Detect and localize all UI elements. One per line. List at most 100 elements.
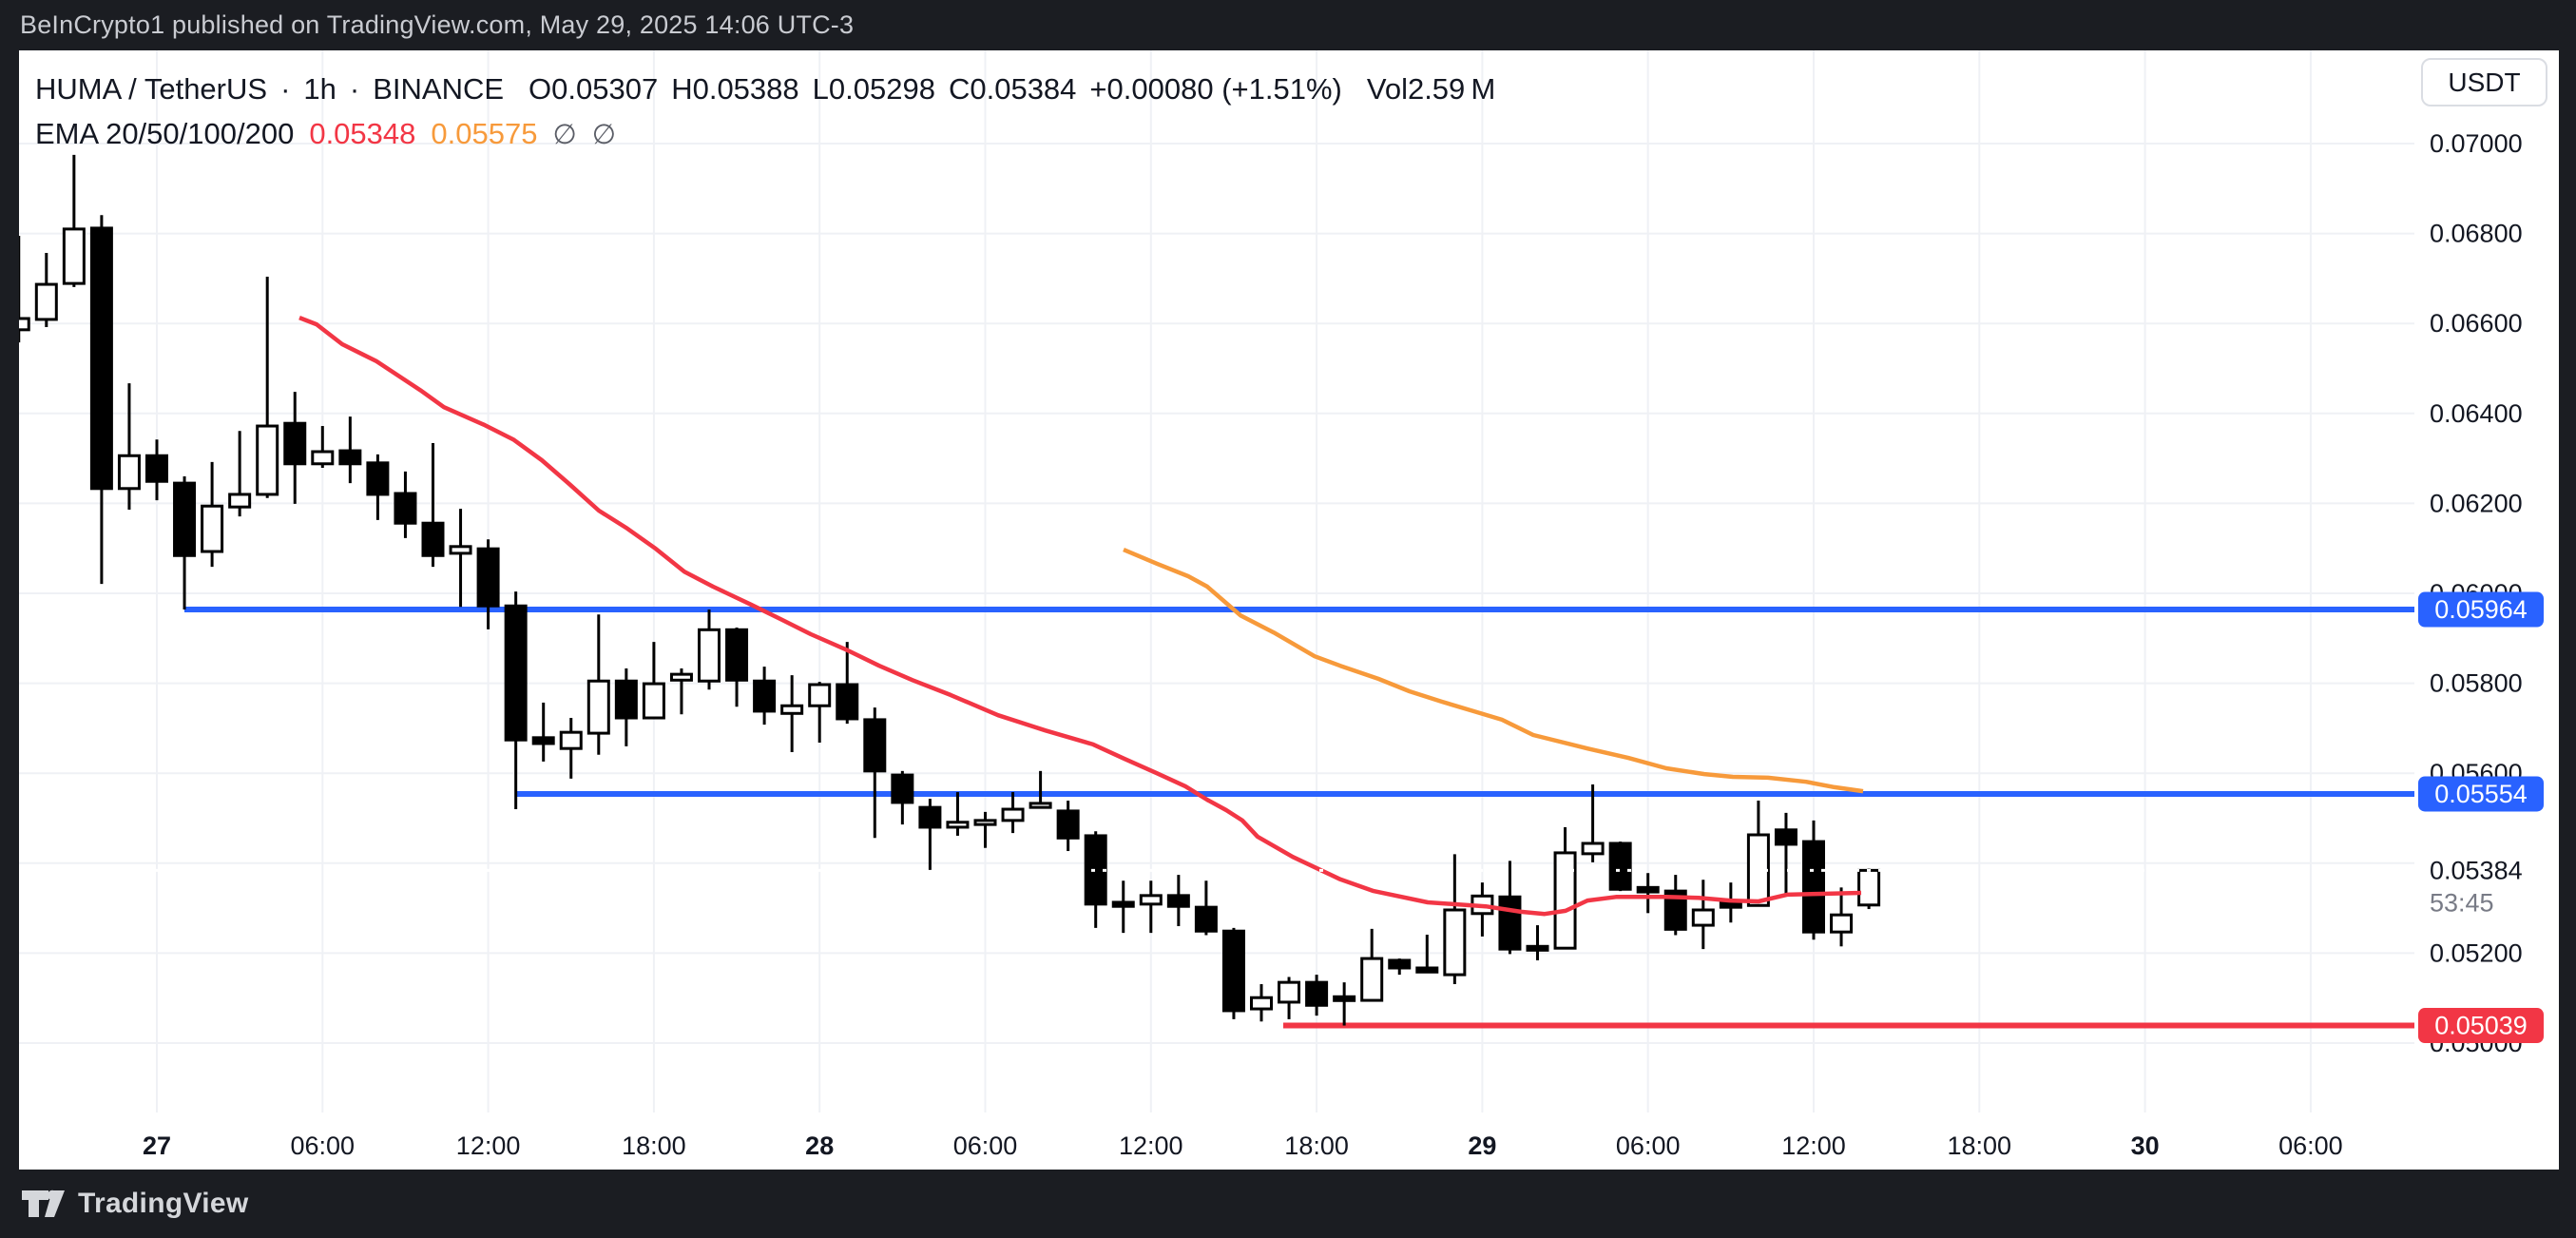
price-tick-label: 0.06600 <box>2430 309 2523 338</box>
time-tick-label: 12:00 <box>1119 1132 1183 1160</box>
candle-body <box>973 819 997 826</box>
ema100-empty-icon: ∅ <box>552 120 577 150</box>
ema50-line <box>1123 548 1864 794</box>
currency-unit-button[interactable]: USDT <box>2421 58 2547 106</box>
time-tick-label: 12:00 <box>456 1132 521 1160</box>
candle-body <box>1719 900 1742 909</box>
candle-body <box>1111 900 1135 908</box>
grid <box>19 50 2414 1112</box>
ohlc-high: H0.05388 <box>671 72 799 106</box>
candle-body <box>808 683 832 707</box>
candle-body <box>780 704 804 715</box>
candle-body <box>642 682 665 720</box>
tradingview-logo-icon[interactable] <box>21 1189 67 1219</box>
candle-body <box>449 545 472 555</box>
candle-body <box>421 521 445 557</box>
candle-body <box>531 736 555 745</box>
level-price-badge <box>2418 591 2544 628</box>
symbol-row[interactable]: HUMA / TetherUS · 1h · BINANCE O0.05307 … <box>35 72 1509 106</box>
ohlc-open: O0.05307 <box>529 72 659 106</box>
candle-body <box>863 718 887 773</box>
price-tick-label: 0.06400 <box>2430 399 2523 428</box>
time-tick-label: 18:00 <box>1948 1132 2012 1160</box>
candle-body <box>1415 966 1439 974</box>
candle-body <box>1802 840 1825 934</box>
candle-body <box>1278 980 1301 1004</box>
time-tick-label: 06:00 <box>1616 1132 1681 1160</box>
candle-body <box>1608 841 1632 891</box>
symbol-name[interactable]: HUMA / TetherUS <box>35 72 268 106</box>
indicator-name[interactable]: EMA 20/50/100/200 <box>35 117 295 150</box>
time-tick-label: 29 <box>1468 1132 1496 1160</box>
ema20-value: 0.05348 <box>309 117 416 150</box>
candle-body <box>1663 889 1687 931</box>
level-price-badge <box>2418 1008 2544 1044</box>
candle-body <box>698 628 721 683</box>
candle-body <box>476 547 500 608</box>
candle-body <box>1526 944 1549 952</box>
candle-body <box>753 679 777 713</box>
candle-body <box>228 493 252 509</box>
candle-body <box>836 683 859 721</box>
candle-body <box>1581 841 1605 856</box>
candle-body <box>1553 851 1577 950</box>
candle-body <box>1857 868 1881 907</box>
ema50-value: 0.05575 <box>431 117 538 150</box>
chart-legend: HUMA / TetherUS · 1h · BINANCE O0.05307 … <box>35 72 1509 151</box>
time-axis[interactable]: 27 06:00 12:00 18:00 28 06:00 12:00 18:00 29 06:0… <box>143 1132 2343 1160</box>
candle-body <box>1250 996 1273 1011</box>
candle-body <box>1166 894 1190 908</box>
price-tick-label: 0.05200 <box>2430 938 2523 967</box>
candle-body <box>19 317 30 332</box>
candle-body <box>1333 995 1356 1002</box>
candle-body <box>1636 885 1660 894</box>
candle-body <box>1830 913 1854 934</box>
time-tick-label: 28 <box>805 1132 834 1160</box>
indicator-row[interactable]: EMA 20/50/100/200 0.05348 0.05575 ∅ ∅ <box>35 117 1509 151</box>
candle-body <box>1774 828 1797 846</box>
ohlc-low: L0.05298 <box>812 72 935 106</box>
candle-body <box>145 454 168 483</box>
time-tick-label: 06:00 <box>2278 1132 2343 1160</box>
ohlc-close: C0.05384 <box>948 72 1077 106</box>
candle-body <box>559 730 583 750</box>
tradingview-logo-text[interactable]: TradingView <box>78 1188 249 1219</box>
time-tick-label: 06:00 <box>953 1132 1018 1160</box>
candle-body <box>283 421 307 466</box>
volume: Vol2.59 M <box>1366 72 1496 106</box>
candle-body <box>338 449 362 466</box>
price-change: +0.00080 (+1.51%) <box>1089 72 1342 106</box>
bar-countdown-label: 53:45 <box>2430 888 2494 917</box>
level-price-badge <box>2418 776 2544 812</box>
exchange-label: BINANCE <box>373 72 505 106</box>
level-price-badge-text: 0.05964 <box>2434 595 2528 624</box>
time-tick-label: 27 <box>143 1132 171 1160</box>
candle-body <box>1056 809 1080 840</box>
candle-body <box>1388 958 1412 970</box>
candle-body <box>256 424 279 496</box>
candle-body <box>504 604 528 742</box>
candle-body <box>586 679 610 735</box>
time-tick-label: 12:00 <box>1781 1132 1846 1160</box>
candle-body <box>614 679 638 720</box>
ema20-line <box>298 316 1862 917</box>
separator-dot: · <box>349 72 360 106</box>
time-tick-label: 18:00 <box>622 1132 686 1160</box>
price-tick-label: 0.07000 <box>2430 129 2523 158</box>
attribution-text: BeInCrypto1 published on TradingView.com… <box>20 10 855 39</box>
candles-group <box>19 154 1881 1026</box>
current-price-label: 0.05384 <box>2430 856 2523 884</box>
candle-body <box>1305 980 1329 1007</box>
candle-body <box>117 454 141 491</box>
interval-label[interactable]: 1h <box>303 72 336 106</box>
footer-bar: TradingView <box>0 1170 2576 1238</box>
level-price-badge-text: 0.05039 <box>2434 1012 2528 1040</box>
candle-body <box>1443 908 1467 977</box>
candle-body <box>311 450 335 466</box>
candle-body <box>1691 908 1715 927</box>
price-tick-label: 0.06800 <box>2430 220 2523 248</box>
level-price-badge-text: 0.05554 <box>2434 780 2528 808</box>
candle-body <box>891 773 914 804</box>
time-tick-label: 30 <box>2131 1132 2160 1160</box>
